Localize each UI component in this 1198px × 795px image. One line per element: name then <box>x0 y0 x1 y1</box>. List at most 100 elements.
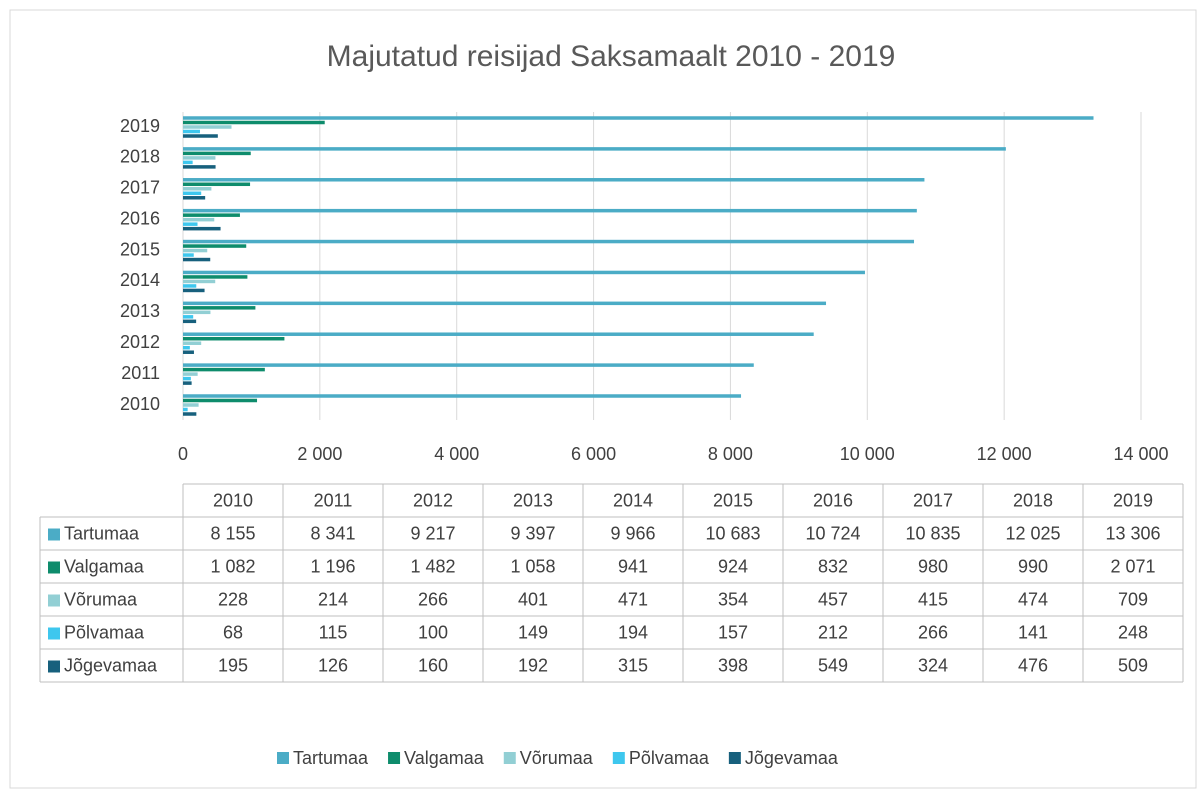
table-cell: 9 217 <box>410 523 455 543</box>
table-cell: 1 058 <box>510 556 555 576</box>
x-tick-label: 14 000 <box>1113 444 1168 464</box>
table-header: 2015 <box>713 490 753 510</box>
table-cell: 68 <box>223 622 243 642</box>
bar <box>183 306 256 310</box>
bar <box>183 147 1006 151</box>
bar <box>183 239 915 244</box>
table-cell: 194 <box>618 622 648 642</box>
row-key <box>48 594 60 607</box>
legend-label: Valgamaa <box>404 748 485 768</box>
bar <box>183 125 232 129</box>
legend-key <box>388 752 401 764</box>
bar <box>183 407 188 412</box>
bar <box>183 332 814 336</box>
bar <box>183 270 865 275</box>
bar <box>183 208 917 213</box>
table-cell: 415 <box>918 589 948 609</box>
bar <box>183 213 240 217</box>
table-cell: 10 724 <box>805 523 860 543</box>
row-label: Valgamaa <box>64 556 145 576</box>
table-cell: 401 <box>518 589 548 609</box>
table-cell: 160 <box>418 655 448 675</box>
bar <box>183 178 925 182</box>
legend-key <box>728 752 741 764</box>
table-cell: 549 <box>818 655 848 675</box>
x-tick-label: 2 000 <box>297 444 342 464</box>
table-cell: 157 <box>718 622 748 642</box>
bar <box>183 341 202 345</box>
y-tick-label: 2017 <box>120 178 160 198</box>
row-label: Tartumaa <box>64 523 140 543</box>
bar <box>183 336 285 341</box>
table-cell: 266 <box>418 589 448 609</box>
table-cell: 12 025 <box>1005 523 1060 543</box>
table-cell: 832 <box>818 556 848 576</box>
bar <box>183 279 216 284</box>
bar <box>183 275 248 279</box>
legend-label: Põlvamaa <box>629 748 710 768</box>
bar <box>183 345 190 350</box>
legend-key <box>612 752 625 764</box>
x-tick-label: 4 000 <box>434 444 479 464</box>
bar <box>183 187 212 191</box>
bar <box>183 372 198 376</box>
x-tick-label: 8 000 <box>708 444 753 464</box>
row-key <box>48 561 60 574</box>
table-header: 2012 <box>413 490 453 510</box>
table-cell: 1 196 <box>310 556 355 576</box>
bar <box>183 367 265 372</box>
row-label: Jõgevamaa <box>64 655 158 675</box>
bar <box>183 412 197 416</box>
x-tick-label: 6 000 <box>571 444 616 464</box>
table-cell: 941 <box>618 556 648 576</box>
x-tick-label: 0 <box>178 444 188 464</box>
table-cell: 8 155 <box>210 523 255 543</box>
table-cell: 126 <box>318 655 348 675</box>
table-cell: 10 683 <box>705 523 760 543</box>
table-cell: 509 <box>1118 655 1148 675</box>
table-header: 2018 <box>1013 490 1053 510</box>
bar <box>183 248 208 253</box>
legend-label: Võrumaa <box>520 748 594 768</box>
bar <box>183 319 197 324</box>
table-cell: 212 <box>818 622 848 642</box>
table-cell: 9 397 <box>510 523 555 543</box>
table-cell: 115 <box>319 622 348 642</box>
chart-title: Majutatud reisijad Saksamaalt 2010 - 201… <box>327 40 896 73</box>
bar <box>183 363 754 367</box>
table-cell: 709 <box>1118 589 1148 609</box>
y-tick-label: 2018 <box>120 147 160 167</box>
table-header: 2011 <box>314 490 353 510</box>
table-cell: 980 <box>918 556 948 576</box>
bar <box>183 394 742 398</box>
table-header: 2019 <box>1113 490 1153 510</box>
table-cell: 149 <box>518 622 548 642</box>
y-tick-label: 2010 <box>120 394 160 414</box>
bar <box>183 376 191 381</box>
y-tick-label: 2011 <box>121 363 160 383</box>
row-key <box>48 660 60 673</box>
bar <box>183 403 199 407</box>
bar <box>183 116 1094 120</box>
bar <box>183 288 205 293</box>
row-key <box>48 528 60 541</box>
y-tick-label: 2019 <box>120 116 160 136</box>
bar <box>183 160 193 165</box>
bar <box>183 398 258 403</box>
bar <box>183 120 325 125</box>
table-cell: 13 306 <box>1105 523 1160 543</box>
table-cell: 214 <box>318 589 348 609</box>
bar <box>183 151 251 156</box>
bar <box>183 222 198 226</box>
y-tick-label: 2012 <box>120 332 160 352</box>
table-cell: 315 <box>618 655 648 675</box>
bar <box>183 217 215 222</box>
y-tick-label: 2013 <box>120 301 160 321</box>
bar <box>183 134 218 138</box>
table-cell: 228 <box>218 589 248 609</box>
table-cell: 924 <box>718 556 748 576</box>
table-cell: 192 <box>518 655 548 675</box>
table-cell: 471 <box>618 589 648 609</box>
table-cell: 9 966 <box>610 523 655 543</box>
